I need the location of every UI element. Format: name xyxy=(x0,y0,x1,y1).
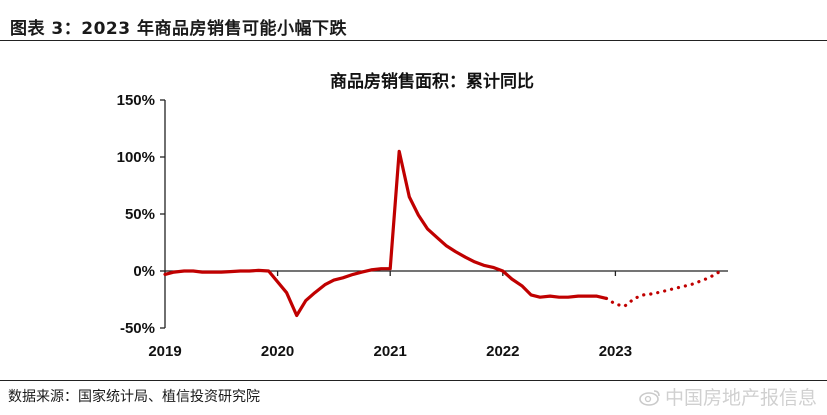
axes: -50% 0% 50% 100% 150% 2019 2020 2021 2022 2023 xyxy=(117,92,728,360)
weibo-logo-icon xyxy=(639,388,661,406)
x-tick-label: 2023 xyxy=(599,343,632,360)
forecast-series-line xyxy=(606,272,719,306)
x-tick-label: 2019 xyxy=(148,343,181,360)
x-tick-label: 2020 xyxy=(261,343,294,360)
series-layer xyxy=(165,151,719,315)
y-tick-label: -50% xyxy=(120,320,155,337)
actual-series-line xyxy=(165,151,606,315)
watermark-text: 中国房地产报信息 xyxy=(665,383,817,410)
y-tick-label: 0% xyxy=(133,263,155,280)
y-tick-label: 150% xyxy=(117,92,155,109)
x-tick-label: 2021 xyxy=(374,343,407,360)
line-chart: 商品房销售面积：累计同比 -50% 0% 50% 100% 150% 2019 2020 20… xyxy=(0,0,827,380)
source-note: 数据来源：国家统计局、植信投资研究院 xyxy=(8,386,260,406)
y-tick-label: 50% xyxy=(125,206,155,223)
x-tick-label: 2022 xyxy=(486,343,519,360)
y-tick-label: 100% xyxy=(117,149,155,166)
figure-footer: 数据来源：国家统计局、植信投资研究院 中国房地产报信息 xyxy=(0,380,827,415)
watermark: 中国房地产报信息 xyxy=(639,383,817,410)
chart-title: 商品房销售面积：累计同比 xyxy=(330,71,534,92)
